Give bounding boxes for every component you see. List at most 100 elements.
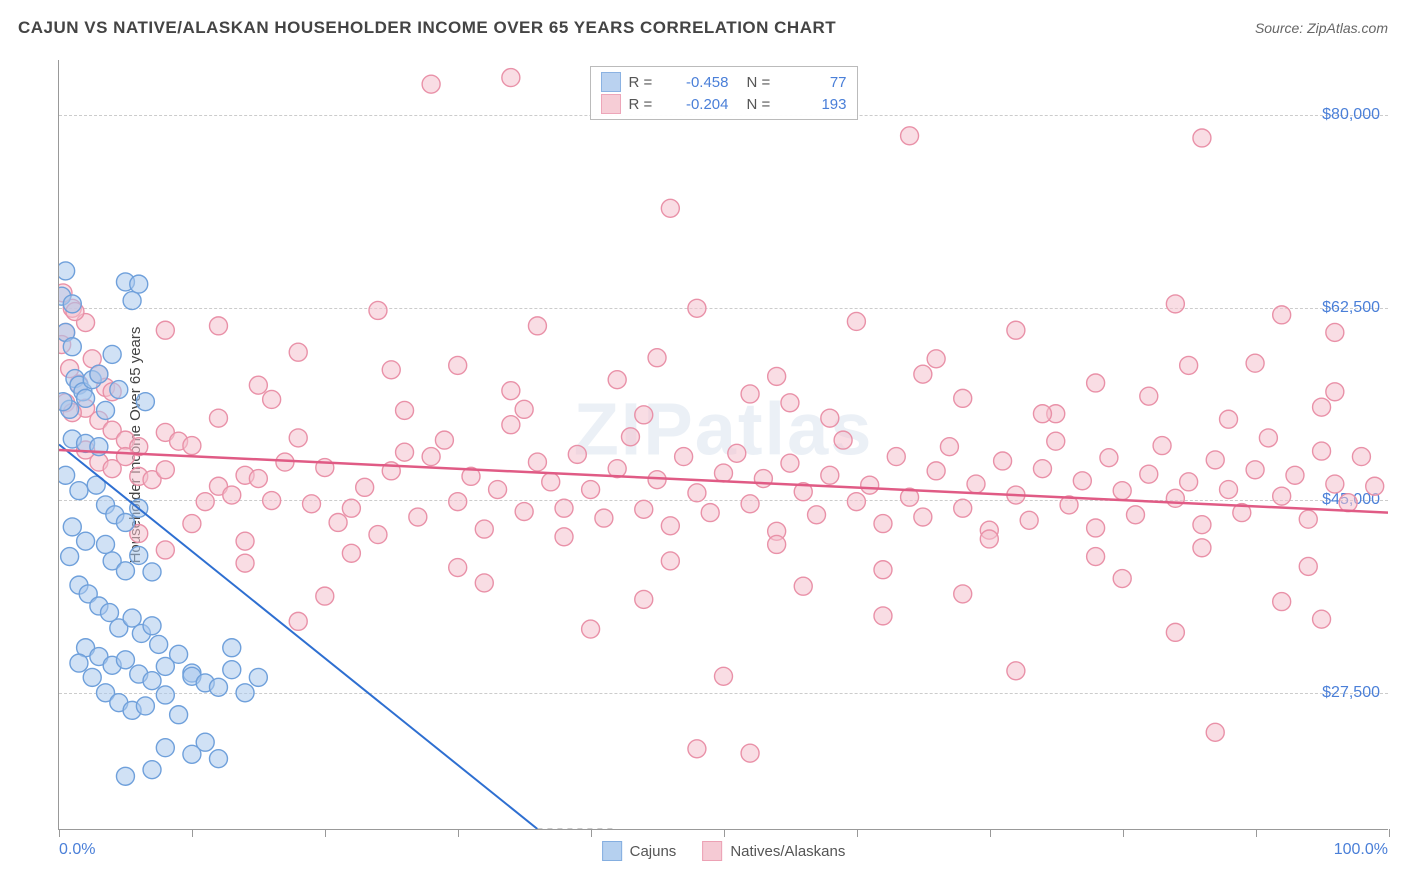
scatter-point bbox=[449, 493, 467, 511]
scatter-point bbox=[794, 577, 812, 595]
scatter-point bbox=[77, 532, 95, 550]
scatter-point bbox=[515, 503, 533, 521]
legend-series-label: Natives/Alaskans bbox=[730, 843, 845, 860]
scatter-point bbox=[170, 645, 188, 663]
scatter-point bbox=[701, 504, 719, 522]
scatter-point bbox=[1313, 442, 1331, 460]
scatter-point bbox=[396, 401, 414, 419]
scatter-point bbox=[502, 382, 520, 400]
scatter-point bbox=[63, 518, 81, 536]
scatter-point bbox=[223, 486, 241, 504]
legend-series-item: Natives/Alaskans bbox=[702, 841, 845, 861]
chart-svg bbox=[59, 60, 1388, 829]
scatter-point bbox=[1273, 306, 1291, 324]
scatter-point bbox=[1140, 465, 1158, 483]
scatter-point bbox=[821, 466, 839, 484]
scatter-point bbox=[329, 514, 347, 532]
x-axis-max-label: 100.0% bbox=[1334, 841, 1388, 859]
scatter-point bbox=[1352, 448, 1370, 466]
scatter-point bbox=[1087, 374, 1105, 392]
scatter-point bbox=[954, 389, 972, 407]
chart-title: CAJUN VS NATIVE/ALASKAN HOUSEHOLDER INCO… bbox=[18, 18, 836, 38]
scatter-point bbox=[1020, 511, 1038, 529]
scatter-point bbox=[542, 473, 560, 491]
scatter-point bbox=[1100, 449, 1118, 467]
scatter-point bbox=[980, 530, 998, 548]
scatter-point bbox=[196, 733, 214, 751]
scatter-point bbox=[635, 406, 653, 424]
chart-source: Source: ZipAtlas.com bbox=[1255, 20, 1388, 36]
scatter-point bbox=[1153, 437, 1171, 455]
scatter-point bbox=[1206, 723, 1224, 741]
scatter-point bbox=[1113, 482, 1131, 500]
scatter-point bbox=[143, 761, 161, 779]
scatter-point bbox=[236, 684, 254, 702]
scatter-point bbox=[342, 499, 360, 517]
scatter-point bbox=[156, 461, 174, 479]
scatter-point bbox=[781, 454, 799, 472]
scatter-point bbox=[874, 515, 892, 533]
scatter-point bbox=[1313, 610, 1331, 628]
scatter-point bbox=[116, 767, 134, 785]
scatter-point bbox=[223, 639, 241, 657]
legend-series: Cajuns Natives/Alaskans bbox=[602, 841, 846, 861]
scatter-point bbox=[1166, 623, 1184, 641]
scatter-point bbox=[70, 654, 88, 672]
scatter-point bbox=[781, 394, 799, 412]
scatter-point bbox=[409, 508, 427, 526]
scatter-point bbox=[1206, 451, 1224, 469]
legend-n-value: 193 bbox=[789, 96, 847, 113]
x-tick bbox=[458, 829, 459, 837]
scatter-point bbox=[555, 499, 573, 517]
scatter-point bbox=[502, 416, 520, 434]
scatter-point bbox=[369, 526, 387, 544]
scatter-point bbox=[209, 750, 227, 768]
legend-series-label: Cajuns bbox=[630, 843, 677, 860]
scatter-point bbox=[1180, 473, 1198, 491]
scatter-point bbox=[528, 453, 546, 471]
scatter-point bbox=[1326, 475, 1344, 493]
scatter-point bbox=[1193, 516, 1211, 534]
scatter-point bbox=[1259, 429, 1277, 447]
scatter-point bbox=[715, 464, 733, 482]
scatter-point bbox=[183, 437, 201, 455]
scatter-point bbox=[821, 409, 839, 427]
x-tick bbox=[591, 829, 592, 837]
scatter-point bbox=[1166, 489, 1184, 507]
scatter-point bbox=[489, 481, 507, 499]
scatter-point bbox=[847, 493, 865, 511]
scatter-point bbox=[741, 495, 759, 513]
x-tick bbox=[724, 829, 725, 837]
scatter-point bbox=[382, 361, 400, 379]
scatter-point bbox=[236, 554, 254, 572]
scatter-point bbox=[914, 365, 932, 383]
scatter-point bbox=[1113, 570, 1131, 588]
scatter-point bbox=[156, 686, 174, 704]
scatter-point bbox=[263, 390, 281, 408]
legend-n-key: N = bbox=[747, 96, 781, 113]
scatter-point bbox=[887, 448, 905, 466]
legend-r-value: -0.458 bbox=[671, 74, 729, 91]
scatter-point bbox=[768, 535, 786, 553]
scatter-point bbox=[209, 317, 227, 335]
scatter-point bbox=[1326, 383, 1344, 401]
scatter-point bbox=[342, 544, 360, 562]
scatter-point bbox=[515, 400, 533, 418]
scatter-point bbox=[1033, 460, 1051, 478]
scatter-point bbox=[116, 514, 134, 532]
scatter-point bbox=[1286, 466, 1304, 484]
scatter-point bbox=[608, 371, 626, 389]
scatter-point bbox=[449, 559, 467, 577]
x-tick bbox=[59, 829, 60, 837]
scatter-point bbox=[1299, 557, 1317, 575]
scatter-point bbox=[396, 443, 414, 461]
legend-n-value: 77 bbox=[789, 74, 847, 91]
scatter-point bbox=[768, 367, 786, 385]
x-tick bbox=[325, 829, 326, 837]
legend-r-value: -0.204 bbox=[671, 96, 729, 113]
scatter-point bbox=[661, 199, 679, 217]
scatter-point bbox=[1366, 477, 1384, 495]
scatter-point bbox=[475, 574, 493, 592]
scatter-point bbox=[59, 262, 75, 280]
scatter-point bbox=[130, 546, 148, 564]
